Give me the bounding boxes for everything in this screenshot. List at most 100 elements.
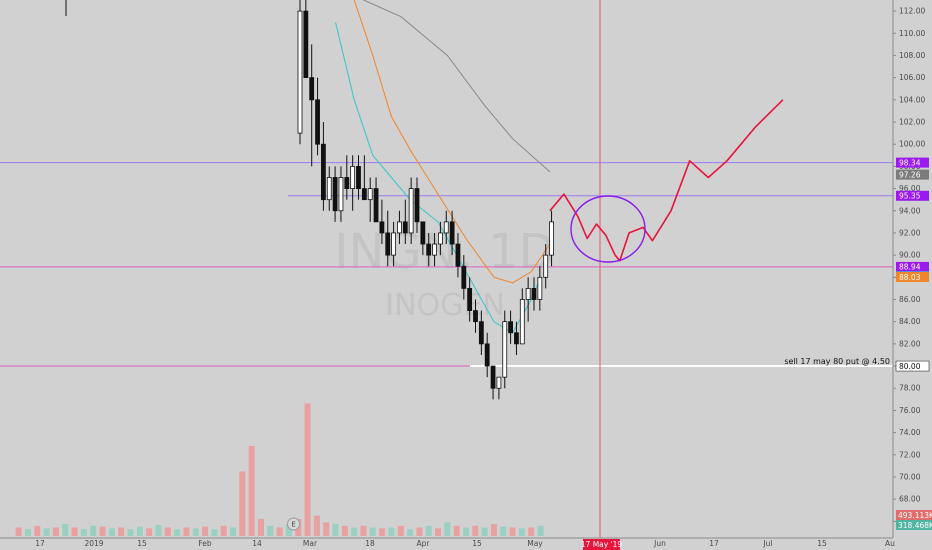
earnings-event-label: E bbox=[291, 521, 295, 529]
price-badge[interactable] bbox=[896, 157, 929, 168]
candle-body[interactable] bbox=[408, 188, 414, 234]
candle-body[interactable] bbox=[502, 321, 508, 378]
x-tick-label: 17 bbox=[709, 539, 719, 548]
candle-body[interactable] bbox=[309, 77, 315, 101]
candle-body[interactable] bbox=[473, 310, 478, 323]
candle-body[interactable] bbox=[391, 232, 397, 256]
candle-body[interactable] bbox=[385, 232, 391, 256]
candle-body[interactable] bbox=[367, 188, 373, 201]
candle-body[interactable] bbox=[461, 265, 467, 289]
candle-body[interactable] bbox=[549, 221, 554, 256]
candle-body[interactable] bbox=[350, 165, 356, 189]
volume-bar bbox=[444, 522, 451, 536]
x-tick-label: Feb bbox=[198, 539, 212, 548]
x-tick-label: Apr bbox=[417, 539, 431, 548]
candle-body[interactable] bbox=[414, 188, 420, 223]
volume-badge[interactable] bbox=[896, 520, 932, 530]
candle-body[interactable] bbox=[519, 299, 525, 345]
candle-body[interactable] bbox=[531, 288, 537, 300]
y-tick-label: 112.00 bbox=[899, 7, 925, 16]
crosshair-date-badge bbox=[583, 539, 620, 550]
candle-body[interactable] bbox=[437, 232, 443, 245]
candle-body[interactable] bbox=[443, 221, 449, 234]
volume-bar bbox=[118, 527, 125, 536]
candle-body[interactable] bbox=[402, 221, 408, 234]
moving-average-20 bbox=[335, 22, 542, 334]
price-badge[interactable] bbox=[895, 360, 930, 372]
price-badge[interactable] bbox=[896, 190, 929, 201]
projection-path[interactable] bbox=[549, 99, 784, 262]
y-tick-label: 90.00 bbox=[899, 251, 921, 260]
x-tick-label: 17 bbox=[35, 539, 45, 548]
price-badge[interactable] bbox=[896, 271, 929, 282]
candle-body[interactable] bbox=[303, 10, 309, 79]
y-tick-label: 104.00 bbox=[899, 95, 925, 104]
candle-body[interactable] bbox=[315, 99, 320, 145]
volume-bar bbox=[425, 525, 432, 536]
candle-body[interactable] bbox=[543, 254, 549, 278]
volume-bar bbox=[99, 526, 106, 536]
volume-bar bbox=[472, 525, 479, 536]
candle-body[interactable] bbox=[332, 177, 338, 212]
candle-body[interactable] bbox=[478, 321, 484, 345]
x-tick-label: May bbox=[527, 539, 543, 548]
earnings-event-icon[interactable] bbox=[287, 517, 301, 531]
volume-bar bbox=[313, 515, 320, 536]
candle-body[interactable] bbox=[326, 177, 332, 201]
candle-body[interactable] bbox=[432, 243, 437, 256]
candle-body[interactable] bbox=[514, 332, 519, 345]
volume-badge[interactable] bbox=[896, 510, 932, 520]
price-badge-label: 88.94 bbox=[899, 263, 921, 272]
volume-bar bbox=[174, 529, 181, 536]
price-badge-label: 88.03 bbox=[899, 273, 921, 282]
circle-annotation[interactable] bbox=[570, 195, 646, 263]
y-tick-label: 72.00 bbox=[899, 450, 921, 459]
volume-bar bbox=[146, 528, 153, 536]
price-badge[interactable] bbox=[896, 169, 929, 180]
candle-body[interactable] bbox=[344, 177, 350, 189]
volume-bar bbox=[43, 528, 50, 536]
candle-body[interactable] bbox=[426, 243, 432, 256]
volume-bar bbox=[183, 527, 190, 536]
candle-body[interactable] bbox=[297, 10, 303, 134]
candle-body[interactable] bbox=[484, 343, 490, 367]
price-badge-label: 97.26 bbox=[899, 170, 921, 179]
candle-body[interactable] bbox=[490, 365, 496, 389]
candle-body[interactable] bbox=[420, 221, 426, 245]
volume-bar bbox=[62, 524, 69, 536]
volume-bar bbox=[397, 525, 404, 536]
candle-body[interactable] bbox=[338, 177, 344, 212]
x-tick-label: Au bbox=[885, 539, 895, 548]
candle-body[interactable] bbox=[397, 221, 402, 234]
volume-bar bbox=[509, 527, 516, 536]
candle-body[interactable] bbox=[320, 143, 326, 201]
price-badge-label: 98.34 bbox=[899, 158, 921, 167]
candle-body[interactable] bbox=[467, 288, 473, 311]
volume-bar bbox=[332, 524, 339, 536]
y-tick-label: 78.00 bbox=[899, 384, 921, 393]
volume-bar bbox=[24, 529, 31, 536]
volume-bar bbox=[537, 525, 544, 536]
candle-body[interactable] bbox=[373, 188, 379, 223]
volume-bar bbox=[463, 527, 469, 536]
volume-bar bbox=[416, 527, 423, 536]
volume-bar bbox=[220, 525, 227, 536]
price-badge[interactable] bbox=[896, 261, 929, 272]
x-tick-label: Jul bbox=[762, 539, 772, 548]
candle-body[interactable] bbox=[537, 276, 543, 300]
candle-body[interactable] bbox=[455, 243, 461, 267]
candle-body[interactable] bbox=[508, 321, 514, 334]
candle-body[interactable] bbox=[361, 188, 367, 201]
volume-bar bbox=[351, 527, 358, 536]
candle-body[interactable] bbox=[496, 376, 502, 389]
volume-bar bbox=[341, 525, 348, 536]
volume-bar bbox=[127, 529, 134, 536]
volume-bar bbox=[490, 524, 497, 536]
candle-body[interactable] bbox=[525, 288, 531, 300]
candle-body[interactable] bbox=[449, 221, 455, 245]
candle-body[interactable] bbox=[356, 165, 361, 189]
volume-badge-label: 318.468K bbox=[898, 521, 932, 530]
candle-body[interactable] bbox=[379, 221, 385, 234]
